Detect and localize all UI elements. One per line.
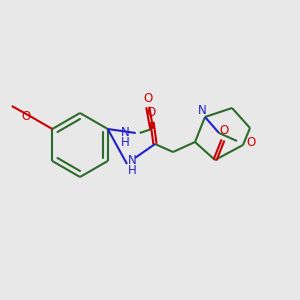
Text: H: H bbox=[128, 164, 136, 178]
Text: O: O bbox=[143, 92, 152, 106]
Text: H: H bbox=[121, 136, 130, 148]
Text: N: N bbox=[121, 125, 130, 139]
Text: O: O bbox=[146, 106, 156, 119]
Text: N: N bbox=[198, 103, 206, 116]
Text: O: O bbox=[219, 124, 229, 137]
Text: N: N bbox=[128, 154, 136, 167]
Text: O: O bbox=[246, 136, 256, 148]
Text: O: O bbox=[22, 110, 31, 122]
